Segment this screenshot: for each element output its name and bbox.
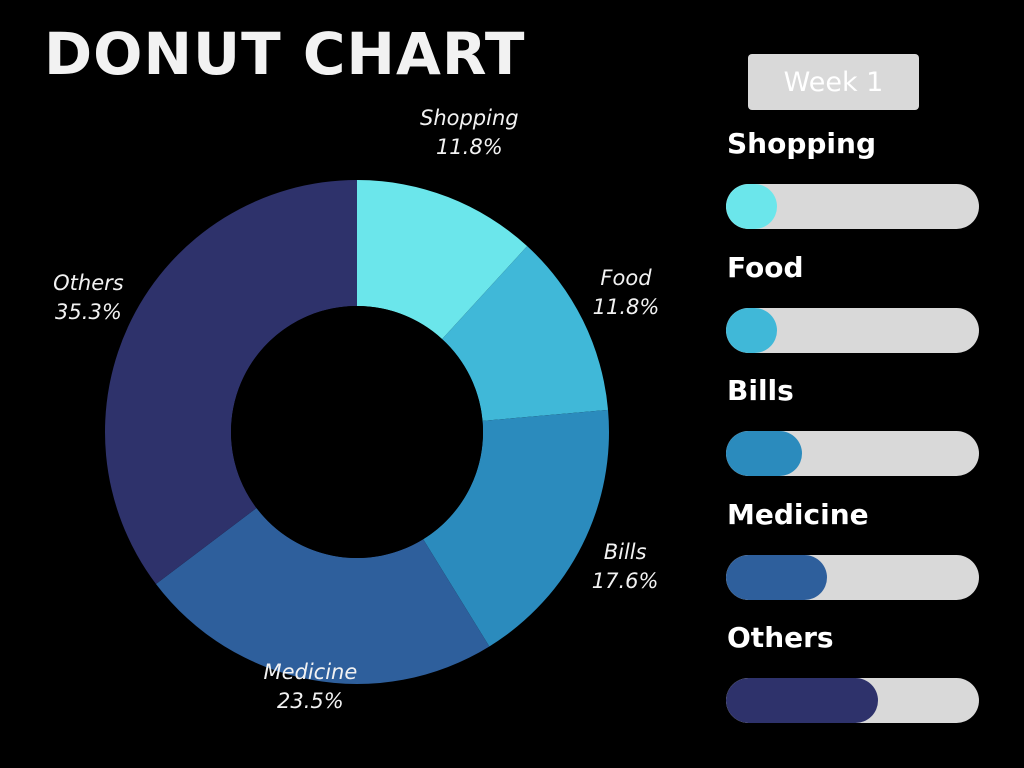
slice-label-value: 17.6% bbox=[591, 568, 659, 593]
legend-label-shopping: Shopping bbox=[727, 127, 876, 160]
slice-label-bills: Bills 17.6% bbox=[592, 538, 659, 596]
legend-label-bills: Bills bbox=[727, 374, 794, 407]
chart-title: DONUT CHART bbox=[44, 20, 526, 88]
legend-label-medicine: Medicine bbox=[727, 497, 869, 531]
legend-bar-shopping bbox=[726, 184, 979, 229]
slice-label-name: Food bbox=[600, 266, 652, 291]
slice-label-others: Others 35.3% bbox=[53, 269, 124, 327]
slice-label-medicine: Medicine 23.5% bbox=[263, 658, 357, 716]
legend-bar-fill bbox=[726, 678, 878, 723]
legend-bar-fill bbox=[726, 431, 802, 476]
slice-label-shopping: Shopping 11.8% bbox=[420, 104, 519, 162]
legend-bar-bills bbox=[726, 431, 979, 476]
week-selector-button[interactable]: Week 1 bbox=[748, 54, 919, 110]
slice-food bbox=[442, 246, 609, 421]
slice-label-name: Bills bbox=[603, 539, 647, 564]
slice-bills bbox=[423, 409, 609, 647]
slice-label-value: 11.8% bbox=[435, 135, 503, 160]
slice-label-name: Shopping bbox=[419, 106, 519, 131]
slice-medicine bbox=[155, 507, 490, 684]
slice-label-food: Food 11.8% bbox=[593, 264, 660, 322]
donut-hole bbox=[231, 306, 483, 558]
legend-label-food: Food bbox=[727, 250, 804, 284]
slice-others bbox=[104, 180, 358, 584]
legend-bar-others bbox=[726, 678, 979, 723]
legend-bar-medicine bbox=[726, 554, 979, 600]
legend-bar-fill bbox=[726, 184, 777, 229]
legend-bar-fill bbox=[726, 554, 828, 600]
slice-label-name: Medicine bbox=[263, 659, 358, 684]
legend-label-others: Others bbox=[727, 621, 834, 654]
slice-label-name: Others bbox=[53, 271, 124, 296]
slice-label-value: 11.8% bbox=[592, 295, 660, 320]
slice-label-value: 35.3% bbox=[55, 300, 122, 325]
slice-label-value: 23.5% bbox=[276, 688, 344, 713]
legend-bar-food bbox=[726, 307, 979, 353]
slice-shopping bbox=[357, 180, 528, 340]
legend-bar-fill bbox=[726, 307, 777, 353]
